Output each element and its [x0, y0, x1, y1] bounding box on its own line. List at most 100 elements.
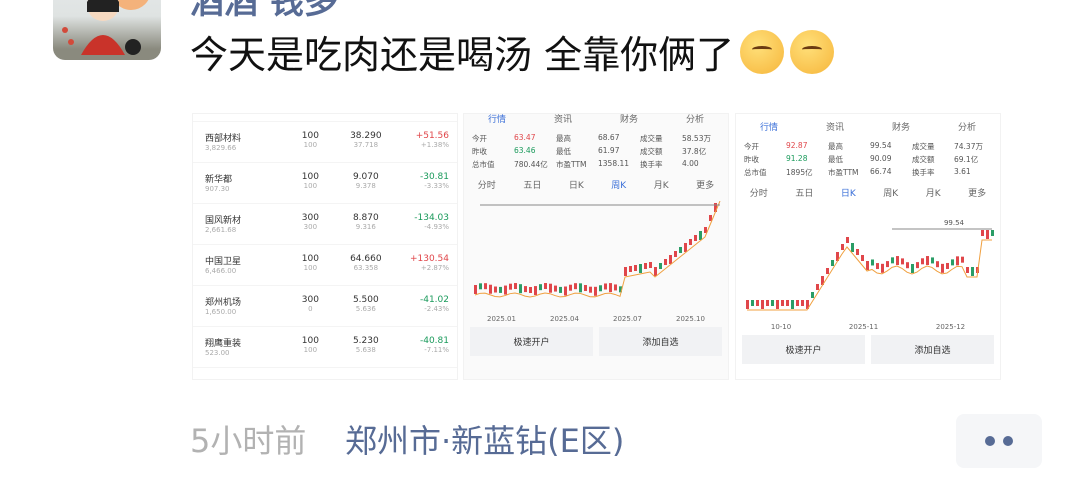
cell-value: 8.870 — [352, 213, 379, 223]
candle — [826, 268, 829, 274]
candle — [654, 267, 657, 276]
cell: 9.070 9.378 — [338, 172, 393, 203]
stat: 37.8亿 — [682, 147, 707, 156]
stat: 780.44亿 — [514, 160, 548, 169]
cell-sub: -2.43% — [424, 305, 449, 313]
cell-value: 西部材料 — [205, 134, 242, 144]
candle — [499, 286, 502, 293]
candle — [689, 239, 692, 245]
more-actions-button[interactable] — [956, 414, 1042, 468]
candle — [594, 286, 597, 296]
stat: 66.74 — [870, 167, 892, 176]
table-row: 新华都 907.30 100 100 9.070 9.378 -30.81 -3.33% — [193, 163, 457, 204]
candle — [981, 230, 984, 236]
shushing-face-icon — [740, 30, 785, 74]
action-button: 添加自选 — [871, 335, 994, 364]
post-location[interactable]: 郑州市·新蓝钻(E区) — [345, 422, 625, 460]
cell: 100 100 — [283, 336, 338, 367]
tab: 资讯 — [825, 123, 844, 133]
candle — [831, 260, 834, 266]
cell-value: 300 — [301, 213, 319, 223]
cell-sub: 907.30 — [205, 185, 230, 193]
candle — [624, 267, 627, 276]
ma-line — [747, 239, 992, 311]
period-tab: 周K — [611, 181, 627, 191]
post-image-weekly-chart[interactable]: 行情 资讯 财务 分析 今开 63.47 最高 68.67 成交量 58.53万 昨收 63.46 最低… — [463, 113, 729, 380]
candle — [971, 267, 974, 276]
candle — [896, 256, 899, 266]
date-label: 10-10 — [770, 323, 792, 331]
tab: 行情 — [487, 115, 506, 125]
cell: 300 300 — [283, 213, 338, 244]
candle — [811, 292, 814, 298]
candle — [674, 251, 677, 257]
cell-sub: +2.87% — [420, 264, 449, 272]
candle — [614, 284, 617, 291]
candle — [709, 215, 712, 221]
candle — [866, 261, 869, 270]
author-name[interactable]: 酒酒 钱多 — [190, 0, 338, 22]
candle — [529, 286, 532, 293]
candle — [639, 264, 642, 273]
cell: 64.660 63.358 — [338, 254, 393, 285]
post-image-daily-chart[interactable]: 行情 资讯 财务 分析 今开 92.87 最高 99.54 成交量 74.37万 昨收 91.28 最低… — [735, 113, 1001, 380]
table-row: 国风新材 2,661.68 300 300 8.870 9.316 -134.03 -4.93… — [193, 204, 457, 245]
period-tab: 周K — [883, 189, 899, 199]
candle — [761, 300, 764, 309]
action-buttons: 极速开户 添加自选 — [464, 323, 728, 360]
cell-sub: 1,650.00 — [205, 308, 237, 316]
cell: 郑州机场 1,650.00 — [205, 295, 283, 326]
candle — [559, 286, 562, 293]
cell: 100 100 — [283, 172, 338, 203]
candle — [579, 283, 582, 293]
stat: 92.87 — [786, 141, 808, 150]
period-tab: 更多 — [968, 189, 987, 199]
avatar[interactable] — [53, 0, 161, 60]
high-label: 99.54 — [943, 219, 964, 227]
date-label: 2025.10 — [676, 315, 705, 323]
candle — [629, 266, 632, 272]
cell-sub: 523.00 — [205, 349, 230, 357]
candle — [886, 261, 889, 268]
candle — [806, 300, 809, 309]
cell-value: 100 — [301, 172, 319, 182]
candle — [504, 285, 507, 295]
candle — [694, 235, 697, 241]
cell-sub: 2,661.68 — [205, 226, 237, 234]
cell-sub: -3.33% — [424, 182, 449, 190]
post-image-holdings[interactable]: 西部材料 3,829.66 100 100 38.290 37.718 +51.56 +1.3… — [192, 113, 458, 380]
tab: 分析 — [957, 123, 976, 133]
stat: 今开 — [472, 134, 487, 143]
period-bar: 分时 五日 日K 周K 月K 更多 — [464, 172, 728, 197]
tab: 行情 — [759, 123, 778, 133]
table-row: 西部材料 3,829.66 100 100 38.290 37.718 +51.56 +1.3… — [193, 122, 457, 163]
cell-sub: 300 — [303, 223, 318, 231]
candle — [946, 262, 949, 269]
cell: -30.81 -3.33% — [394, 172, 449, 203]
tab: 财务 — [619, 115, 638, 125]
candle — [751, 300, 754, 306]
candle — [699, 231, 702, 240]
stat: 69.1亿 — [954, 155, 979, 164]
cell-value: +130.54 — [409, 254, 449, 264]
stat: 成交量 — [640, 134, 663, 143]
cell-value: 国风新材 — [205, 216, 242, 226]
dot-icon — [1003, 436, 1013, 446]
candle — [619, 286, 622, 293]
candle — [539, 284, 542, 291]
candle — [509, 283, 512, 290]
stat: 1895亿 — [786, 168, 813, 177]
candle — [966, 267, 969, 273]
candle — [534, 286, 537, 296]
kline-chart: 99.54 — [742, 209, 994, 319]
cell-sub: 5.638 — [355, 346, 376, 354]
candle — [821, 276, 824, 285]
cell: 中国卫星 6,466.00 — [205, 254, 283, 285]
post-text-content: 今天是吃肉还是喝汤 全靠你俩了 — [190, 33, 735, 77]
cell: +51.56 +1.38% — [394, 131, 449, 162]
cell: +130.54 +2.87% — [394, 254, 449, 285]
tab: 资讯 — [553, 115, 572, 125]
date-axis: 2025.01 2025.04 2025.07 2025.10 — [464, 315, 728, 323]
candle — [916, 262, 919, 269]
stat: 58.53万 — [682, 134, 711, 143]
